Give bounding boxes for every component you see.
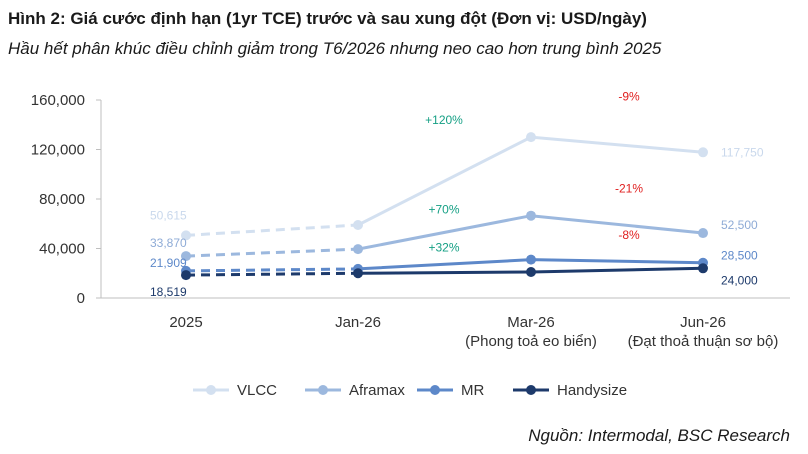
- chart-title: Hình 2: Giá cước định hạn (1yr TCE) trướ…: [8, 9, 647, 28]
- legend-label: Aframax: [349, 382, 405, 399]
- source-note: Nguồn: Intermodal, BSC Research: [528, 426, 790, 445]
- end-value-label: 117,750: [721, 145, 764, 159]
- y-axis: 0 40,000 80,000 120,000 160,000: [31, 92, 102, 307]
- change-annotation: -21%: [615, 181, 643, 195]
- x-tick-label: 2025: [169, 314, 202, 331]
- y-tick-label: 40,000: [39, 241, 85, 258]
- y-tick-label: 120,000: [31, 142, 85, 159]
- series-line-dashed-handysize: [185, 271, 359, 277]
- series-line-dashed-aframax: [185, 247, 359, 258]
- legend-label: VLCC: [237, 382, 277, 399]
- legend-label: MR: [461, 382, 484, 399]
- x-tick-label: Mar-26: [507, 314, 555, 331]
- legend-label: Handysize: [557, 382, 627, 399]
- end-value-label: 24,000: [721, 273, 758, 287]
- data-point-handysize: [526, 267, 536, 278]
- data-point-mr: [526, 254, 536, 265]
- legend-marker-aframax: [318, 385, 328, 395]
- data-labels: 50,615 33,870 21,909 18,519 117,750 52,500 28,…: [150, 90, 764, 299]
- change-annotation: +120%: [425, 113, 463, 127]
- x-axis: 2025 Jan-26 Mar-26 (Phong toả eo biển) Jun-2…: [101, 297, 790, 350]
- data-point-handysize: [353, 268, 363, 279]
- legend-marker-mr: [430, 385, 440, 395]
- data-point-aframax: [698, 228, 708, 239]
- change-annotation: -9%: [618, 90, 640, 104]
- x-tick-sublabel: (Phong toả eo biển): [465, 333, 597, 350]
- data-point-vlcc: [526, 132, 536, 143]
- series-lines: [181, 132, 708, 281]
- x-tick-sublabel: (Đạt thoả thuận sơ bộ): [628, 333, 779, 350]
- data-point-aframax: [353, 244, 363, 255]
- start-value-label: 21,909: [150, 256, 187, 270]
- legend-marker-vlcc: [206, 385, 216, 395]
- change-annotation: +32%: [428, 240, 459, 254]
- x-tick-label: Jun-26: [680, 314, 726, 331]
- y-tick-label: 0: [77, 290, 85, 307]
- end-value-label: 28,500: [721, 249, 758, 263]
- x-tick-label: Jan-26: [335, 314, 381, 331]
- start-value-label: 33,870: [150, 236, 187, 250]
- legend: VLCC Aframax MR Handysize: [193, 382, 627, 399]
- start-value-label: 50,615: [150, 208, 187, 222]
- end-value-label: 52,500: [721, 218, 758, 232]
- start-value-label: 18,519: [150, 285, 187, 299]
- series-line-dashed-mr: [185, 267, 359, 273]
- y-tick-label: 160,000: [31, 92, 85, 109]
- series-line-dashed-vlcc: [185, 223, 359, 237]
- chart-subtitle: Hầu hết phân khúc điều chỉnh giảm trong …: [8, 39, 662, 58]
- data-point-aframax: [181, 251, 191, 262]
- change-annotation: -8%: [618, 228, 640, 242]
- data-point-handysize: [698, 263, 708, 274]
- change-annotation: +70%: [428, 202, 459, 216]
- data-point-vlcc: [181, 230, 191, 241]
- data-point-handysize: [181, 270, 191, 281]
- y-tick-label: 80,000: [39, 191, 85, 208]
- legend-marker-handysize: [526, 385, 536, 395]
- data-point-aframax: [526, 210, 536, 221]
- series-line-aframax: [357, 214, 704, 251]
- data-point-vlcc: [353, 219, 363, 230]
- data-point-vlcc: [698, 147, 708, 158]
